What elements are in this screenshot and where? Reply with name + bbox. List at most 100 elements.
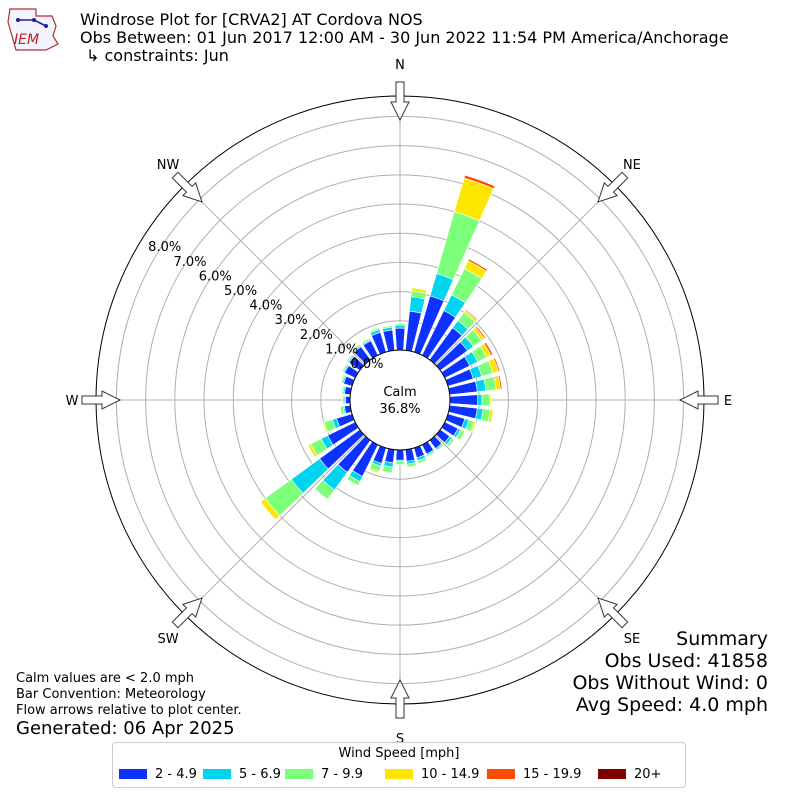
chart-title: Windrose Plot for [CRVA2] AT Cordova NOS — [80, 10, 423, 29]
ring-grid-6 — [174, 174, 626, 626]
r-tick-label-3: 3.0% — [275, 313, 308, 328]
r-tick-label-7: 7.0% — [173, 255, 206, 270]
flow-arrow-nw — [171, 171, 203, 203]
legend-swatch — [385, 769, 413, 779]
legend-item-0: 2 - 4.9 — [119, 767, 197, 782]
legend-label: 2 - 4.9 — [155, 767, 197, 782]
bar-sector-160-bin-2 — [417, 457, 428, 464]
bar-sector-340-bin-2 — [369, 327, 381, 334]
bar-sector-0-bin-2 — [394, 323, 406, 326]
flow-arrow-sw — [171, 597, 203, 629]
summary-obs-without-wind: Obs Without Wind: 0 — [572, 672, 768, 694]
ring-grid-5 — [203, 203, 597, 597]
legend-label: 15 - 19.9 — [523, 767, 582, 782]
r-tick-label-1: 1.0% — [325, 342, 358, 357]
legend-item-2: 7 - 9.9 — [285, 767, 363, 782]
legend-label: 5 - 6.9 — [239, 767, 281, 782]
compass-label-w: W — [66, 394, 79, 409]
legend-swatch — [598, 769, 626, 779]
bar-sector-270-bin-2 — [342, 395, 345, 405]
summary-obs-used: Obs Used: 41858 — [604, 650, 768, 672]
summary-avg-speed: Avg Speed: 4.0 mph — [575, 694, 768, 716]
legend-swatch — [119, 769, 147, 779]
legend-title: Wind Speed [mph] — [338, 746, 460, 761]
bar-sector-240-bin-3 — [307, 443, 318, 458]
generated-date: Generated: 06 Apr 2025 — [16, 718, 235, 739]
radial-grid-line — [184, 184, 365, 365]
bar-sector-220-bin-2 — [314, 479, 335, 500]
bar-sector-20-bin-4 — [463, 174, 496, 190]
legend-item-3: 10 - 14.9 — [385, 767, 479, 782]
compass-label-n: N — [395, 58, 405, 73]
summary-heading: Summary — [676, 628, 768, 650]
bar-sector-260-bin-2 — [339, 405, 345, 415]
legend-swatch — [203, 769, 231, 779]
bar-sector-90-bin-2 — [481, 393, 490, 407]
bar-convention-note: Bar Convention: Meteorology — [16, 687, 206, 702]
calm-note: Calm values are < 2.0 mph — [16, 671, 195, 686]
bar-sector-300-bin-2 — [341, 363, 349, 373]
r-tick-label-2: 2.0% — [300, 328, 333, 343]
ring-grid-4 — [232, 232, 568, 568]
logo-text: IEM — [14, 32, 39, 48]
legend-item-4: 15 - 19.9 — [487, 767, 581, 782]
bar-sector-90-bin-1 — [477, 394, 483, 406]
bar-sector-290-bin-2 — [340, 374, 346, 384]
bar-sector-110-bin-3 — [470, 421, 477, 433]
bar-sector-230-bin-3 — [260, 497, 281, 521]
bar-sector-90-bin-3 — [488, 393, 492, 407]
bar-sector-180-bin-2 — [395, 461, 405, 465]
radial-grid-line — [435, 184, 616, 365]
bar-sector-210-bin-2 — [346, 475, 361, 486]
bar-sector-90-bin-0 — [449, 394, 479, 406]
bar-sector-100-bin-3 — [487, 409, 494, 423]
bar-sector-250-bin-3 — [322, 421, 328, 434]
legend-label: 7 - 9.9 — [321, 767, 363, 782]
flow-arrow-w — [81, 390, 122, 410]
bar-sector-30-bin-4 — [467, 258, 488, 272]
flow-arrow-s — [390, 678, 410, 719]
r-tick-label-8: 8.0% — [148, 240, 181, 255]
flow-arrow-ne — [597, 171, 629, 203]
flow-arrows-note: Flow arrows relative to plot center. — [16, 703, 242, 718]
bars — [260, 174, 503, 521]
bar-sector-180-bin-0 — [395, 449, 405, 461]
bar-sector-200-bin-3 — [368, 468, 380, 474]
r-tick-label-5: 5.0% — [224, 284, 257, 299]
calm-percent: 36.8% — [379, 402, 420, 417]
flow-arrow-e — [678, 390, 719, 410]
compass-label-e: E — [724, 394, 732, 409]
bar-sector-140-bin-2 — [435, 444, 445, 452]
r-tick-label-4: 4.0% — [249, 299, 282, 314]
flow-arrow-se — [597, 597, 629, 629]
ring-grid-2 — [291, 291, 509, 509]
bar-sector-120-bin-2 — [455, 429, 465, 441]
bar-sector-350-bin-2 — [381, 325, 393, 330]
bar-sector-330-bin-2 — [361, 337, 371, 345]
compass-label-sw: SW — [158, 632, 179, 647]
ring-grid-3 — [261, 261, 539, 539]
legend-swatch — [487, 769, 515, 779]
compass-label-nw: NW — [157, 158, 180, 173]
flow-arrow-n — [390, 81, 410, 122]
bar-sector-80-bin-4 — [497, 375, 503, 390]
bar-sector-0-bin-1 — [394, 324, 406, 329]
bar-sector-130-bin-2 — [446, 437, 455, 448]
chart-subtitle-period: Obs Between: 01 Jun 2017 12:00 AM - 30 J… — [80, 28, 729, 47]
bar-sector-70-bin-4 — [493, 357, 501, 372]
compass-label-ne: NE — [623, 158, 641, 173]
calm-circle — [349, 349, 451, 451]
legend-label: 10 - 14.9 — [421, 767, 480, 782]
legend-label: 20+ — [634, 767, 662, 782]
r-tick-label-6: 6.0% — [199, 269, 232, 284]
legend: Wind Speed [mph] 2 - 4.9 5 - 6.9 7 - 9.9 10… — [112, 742, 686, 788]
bar-sector-280-bin-2 — [341, 385, 345, 395]
bar-sector-10-bin-3 — [411, 287, 428, 294]
compass-label-s: S — [396, 732, 404, 747]
legend-item-1: 5 - 6.9 — [203, 767, 281, 782]
bar-sector-170-bin-2 — [406, 462, 417, 468]
bar-sector-0-bin-0 — [394, 327, 406, 351]
iem-logo: IEM — [7, 8, 59, 51]
bar-sector-60-bin-4 — [483, 341, 494, 356]
